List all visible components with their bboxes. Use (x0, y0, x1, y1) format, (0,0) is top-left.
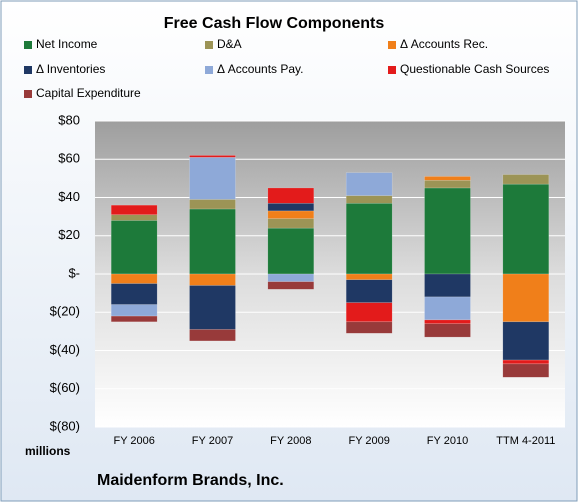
legend-label: Capital Expenditure (36, 86, 141, 100)
x-tick-label: FY 2010 (427, 435, 468, 447)
bar-segment (267, 218, 315, 229)
bar-segment (502, 363, 550, 378)
y-tick-label: $80 (58, 112, 80, 127)
y-tick-label: $40 (58, 189, 80, 204)
y-tick-label: $20 (58, 227, 80, 242)
bar-segment (345, 321, 393, 334)
bar-segment (189, 285, 236, 330)
bar-segment (110, 283, 158, 305)
y-tick-label: $- (68, 265, 80, 280)
bar-segment (502, 183, 550, 275)
bar-segment (345, 279, 393, 303)
legend-swatch (24, 41, 32, 49)
legend-label: D&A (217, 37, 242, 51)
bar-segment (267, 210, 315, 219)
y-tick-label: $60 (58, 151, 80, 166)
bar-segment (502, 174, 550, 185)
bar-segment (189, 208, 236, 275)
bar-segment (267, 281, 315, 290)
legend-label: Questionable Cash Sources (400, 62, 549, 76)
bar-segment (189, 155, 236, 158)
bar-segment (502, 359, 550, 365)
bar-segment (110, 204, 158, 215)
legend-swatch (24, 66, 32, 74)
bar-segment (424, 296, 471, 321)
bar-segment (110, 214, 158, 221)
x-tick-label: FY 2007 (192, 435, 233, 447)
legend-swatch (24, 90, 32, 98)
bar-segment (110, 315, 158, 323)
footer: Maidenform Brands, Inc. (97, 472, 284, 489)
bar-segment (502, 273, 550, 323)
bar-segment (345, 195, 393, 204)
bar-segment (267, 227, 315, 275)
bar-segment (110, 304, 158, 317)
bar-segment (345, 273, 393, 280)
y-tick-label: $(20) (50, 304, 80, 319)
legend-swatch (388, 41, 396, 49)
bar-segment (110, 273, 158, 284)
legend-label: Net Income (36, 37, 98, 51)
y-tick-label: $(40) (50, 342, 80, 357)
y-axis-unit: millions (25, 444, 71, 458)
bar-segment (189, 199, 236, 210)
bar-segment (267, 187, 315, 204)
legend-label: Δ Accounts Rec. (400, 37, 488, 51)
bar-segment (424, 319, 471, 324)
bar-segment (110, 220, 158, 275)
bar-segment (189, 273, 236, 286)
bar-segment (345, 172, 393, 196)
bar-segment (189, 157, 236, 200)
legend-swatch (205, 66, 213, 74)
x-tick-label: FY 2009 (348, 435, 389, 447)
bar-segment (345, 302, 393, 323)
bar-segment (424, 180, 471, 189)
x-tick-label: TTM 4-2011 (496, 435, 555, 447)
chart-title: Free Cash Flow Components (164, 15, 385, 32)
bar-segment (267, 202, 315, 212)
bar-segment (424, 176, 471, 181)
bar-segment (267, 273, 315, 282)
bar-segment (189, 329, 236, 342)
y-tick-label: $(80) (50, 418, 80, 433)
legend-swatch (388, 66, 396, 74)
bar-segment (424, 187, 471, 275)
y-tick-label: $(60) (50, 380, 80, 395)
bar-segment (345, 202, 393, 275)
legend-label: Δ Accounts Pay. (217, 62, 304, 76)
bar-segment (424, 273, 471, 298)
x-tick-label: FY 2008 (270, 435, 311, 447)
bar-segment (502, 321, 550, 361)
x-tick-label: FY 2006 (113, 435, 154, 447)
legend-label: Δ Inventories (36, 62, 105, 76)
legend-swatch (205, 41, 213, 49)
bar-segment (424, 323, 471, 338)
